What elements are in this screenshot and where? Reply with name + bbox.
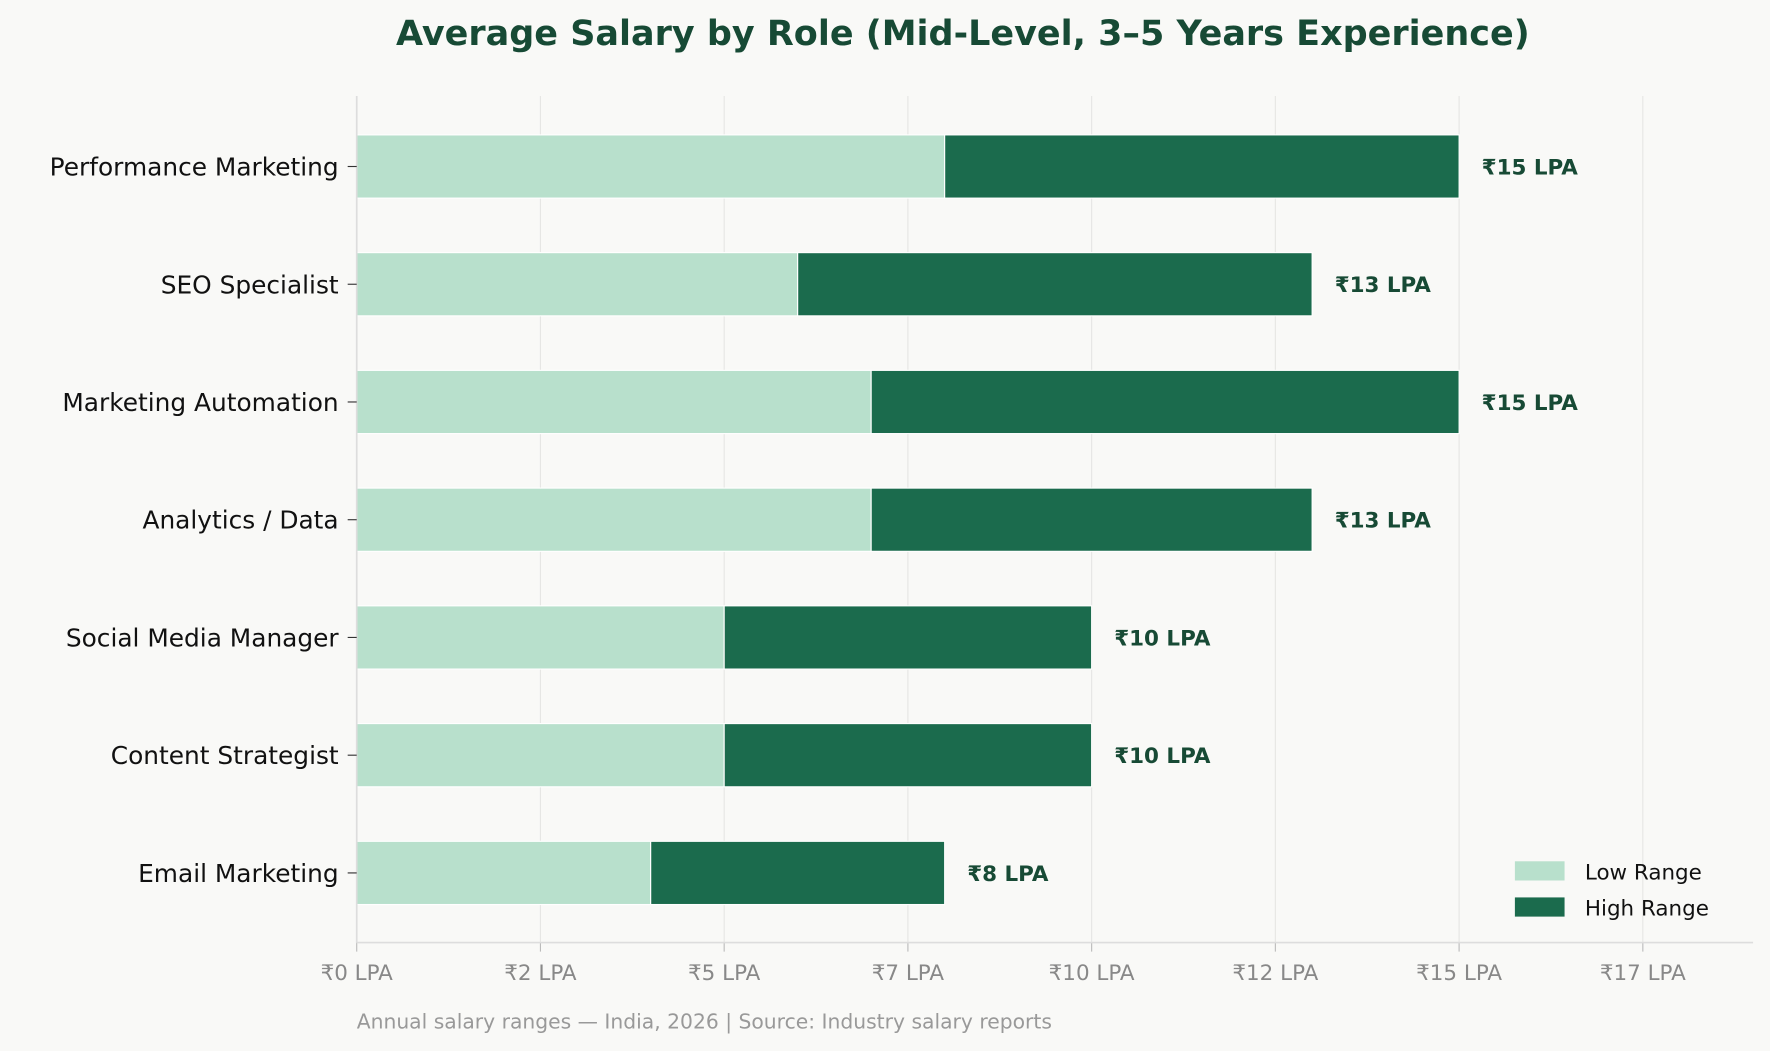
data-label: ₹13 LPA bbox=[1335, 509, 1432, 534]
y-tick-label: Email Marketing bbox=[138, 859, 339, 888]
x-tick-label: ₹17 LPA bbox=[1600, 961, 1686, 986]
bar-low-range bbox=[356, 723, 725, 788]
legend-label: Low Range bbox=[1585, 860, 1702, 885]
data-label: ₹10 LPA bbox=[1114, 626, 1211, 651]
legend-swatch bbox=[1514, 861, 1565, 881]
data-label: ₹8 LPA bbox=[967, 862, 1049, 887]
y-tick-label: SEO Specialist bbox=[161, 270, 339, 299]
bar-high-range bbox=[870, 369, 1460, 435]
y-tick-label: Analytics / Data bbox=[142, 506, 338, 535]
data-label: ₹15 LPA bbox=[1482, 155, 1579, 180]
x-tick-label: ₹15 LPA bbox=[1416, 961, 1502, 986]
bar-high-range bbox=[944, 134, 1460, 199]
bar-low-range bbox=[356, 134, 946, 199]
legend-swatch bbox=[1514, 897, 1565, 917]
x-tick-label: ₹12 LPA bbox=[1232, 961, 1318, 986]
y-tick-label: Social Media Manager bbox=[66, 623, 340, 652]
bar-high-range bbox=[723, 723, 1093, 788]
x-tick-label: ₹10 LPA bbox=[1049, 961, 1135, 986]
x-tick-label: ₹7 LPA bbox=[872, 961, 945, 986]
chart-title: Average Salary by Role (Mid-Level, 3–5 Y… bbox=[396, 14, 1530, 54]
x-tick-label: ₹2 LPA bbox=[504, 961, 577, 986]
y-tick-label: Marketing Automation bbox=[62, 388, 338, 417]
bar-low-range bbox=[356, 487, 872, 552]
data-label: ₹15 LPA bbox=[1482, 391, 1579, 416]
bar-high-range bbox=[723, 605, 1093, 670]
bar-low-range bbox=[356, 605, 725, 670]
bar-low-range bbox=[356, 252, 799, 317]
bar-high-range bbox=[870, 487, 1313, 552]
y-tick-label: Performance Marketing bbox=[50, 153, 339, 182]
chart-footnote: Annual salary ranges — India, 2026 | Sou… bbox=[357, 1009, 1052, 1034]
data-label: ₹13 LPA bbox=[1335, 273, 1432, 298]
y-tick-label: Content Strategist bbox=[111, 741, 339, 770]
bar-high-range bbox=[650, 840, 946, 906]
data-label: ₹10 LPA bbox=[1114, 744, 1211, 769]
x-tick-label: ₹0 LPA bbox=[321, 961, 394, 986]
x-tick-label: ₹5 LPA bbox=[688, 961, 761, 986]
bar-low-range bbox=[356, 369, 872, 435]
legend-label: High Range bbox=[1585, 896, 1709, 921]
bar-high-range bbox=[797, 252, 1313, 317]
bar-low-range bbox=[356, 840, 652, 906]
